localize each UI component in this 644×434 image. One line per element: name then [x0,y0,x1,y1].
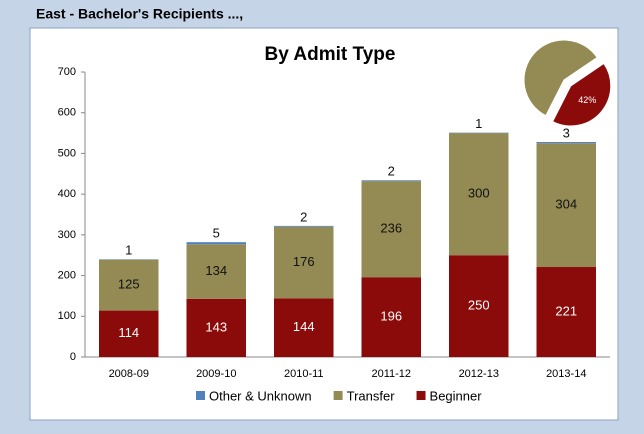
legend-swatch [333,391,343,400]
y-tick-label: 600 [58,107,76,119]
data-label: 236 [380,221,402,236]
x-tick-label: 2012-13 [459,368,499,380]
y-tick-label: 500 [58,147,76,159]
bar-segment [274,226,334,299]
legend-label: Other & Unknown [209,388,312,403]
y-tick-label: 0 [70,351,76,363]
bar-segment [274,225,334,227]
bar-segment [186,242,246,245]
pie-slice [551,62,612,127]
data-label: 300 [468,186,490,201]
bar-segment [99,259,159,311]
x-tick-label: 2011-12 [371,368,411,380]
data-label: 1 [475,116,482,131]
data-label: 114 [118,325,139,340]
data-label: 143 [205,319,227,334]
legend-swatch [416,391,426,400]
data-label: 221 [555,303,577,318]
data-label: 176 [293,254,315,269]
data-label: 2 [300,209,307,224]
data-label: 3 [563,125,570,140]
bar-segment [186,298,246,357]
data-label: 5 [213,226,220,241]
legend-label: Transfer [347,388,396,403]
chart-title: By Admit Type [265,44,396,65]
y-tick-label: 100 [58,310,76,322]
data-label: 250 [468,298,490,313]
bar-segment [449,255,509,357]
x-tick-label: 2008-09 [109,368,149,380]
bar-segment [274,298,334,357]
bar-segment [361,180,421,182]
legend-swatch [196,391,205,400]
data-label: 134 [205,263,227,278]
y-tick-label: 700 [58,66,76,78]
bar-segment [536,267,596,357]
bar-segment [99,310,159,357]
pie-label: 42% [578,95,596,105]
bar-segment [361,181,421,278]
x-tick-label: 2013-14 [546,368,586,380]
bar-segment [536,143,596,268]
y-tick-label: 400 [58,188,76,200]
data-label: 304 [555,197,577,212]
y-tick-label: 300 [58,229,76,241]
x-tick-label: 2010-11 [284,368,324,380]
x-tick-label: 2009-10 [196,368,236,380]
data-label: 196 [380,309,402,324]
bar-segment [361,277,421,357]
bar-segment [449,133,509,256]
pie-slice [523,39,598,117]
bar-segment [186,244,246,299]
bar-segment [536,142,596,144]
header: East - Bachelor's Recipients ..., [36,6,243,22]
legend-label: Beginner [430,388,483,403]
y-tick-label: 200 [58,269,76,281]
data-label: 2 [388,164,395,179]
data-label: 125 [118,277,140,292]
data-label: 1 [125,243,132,258]
data-label: 144 [293,319,315,334]
